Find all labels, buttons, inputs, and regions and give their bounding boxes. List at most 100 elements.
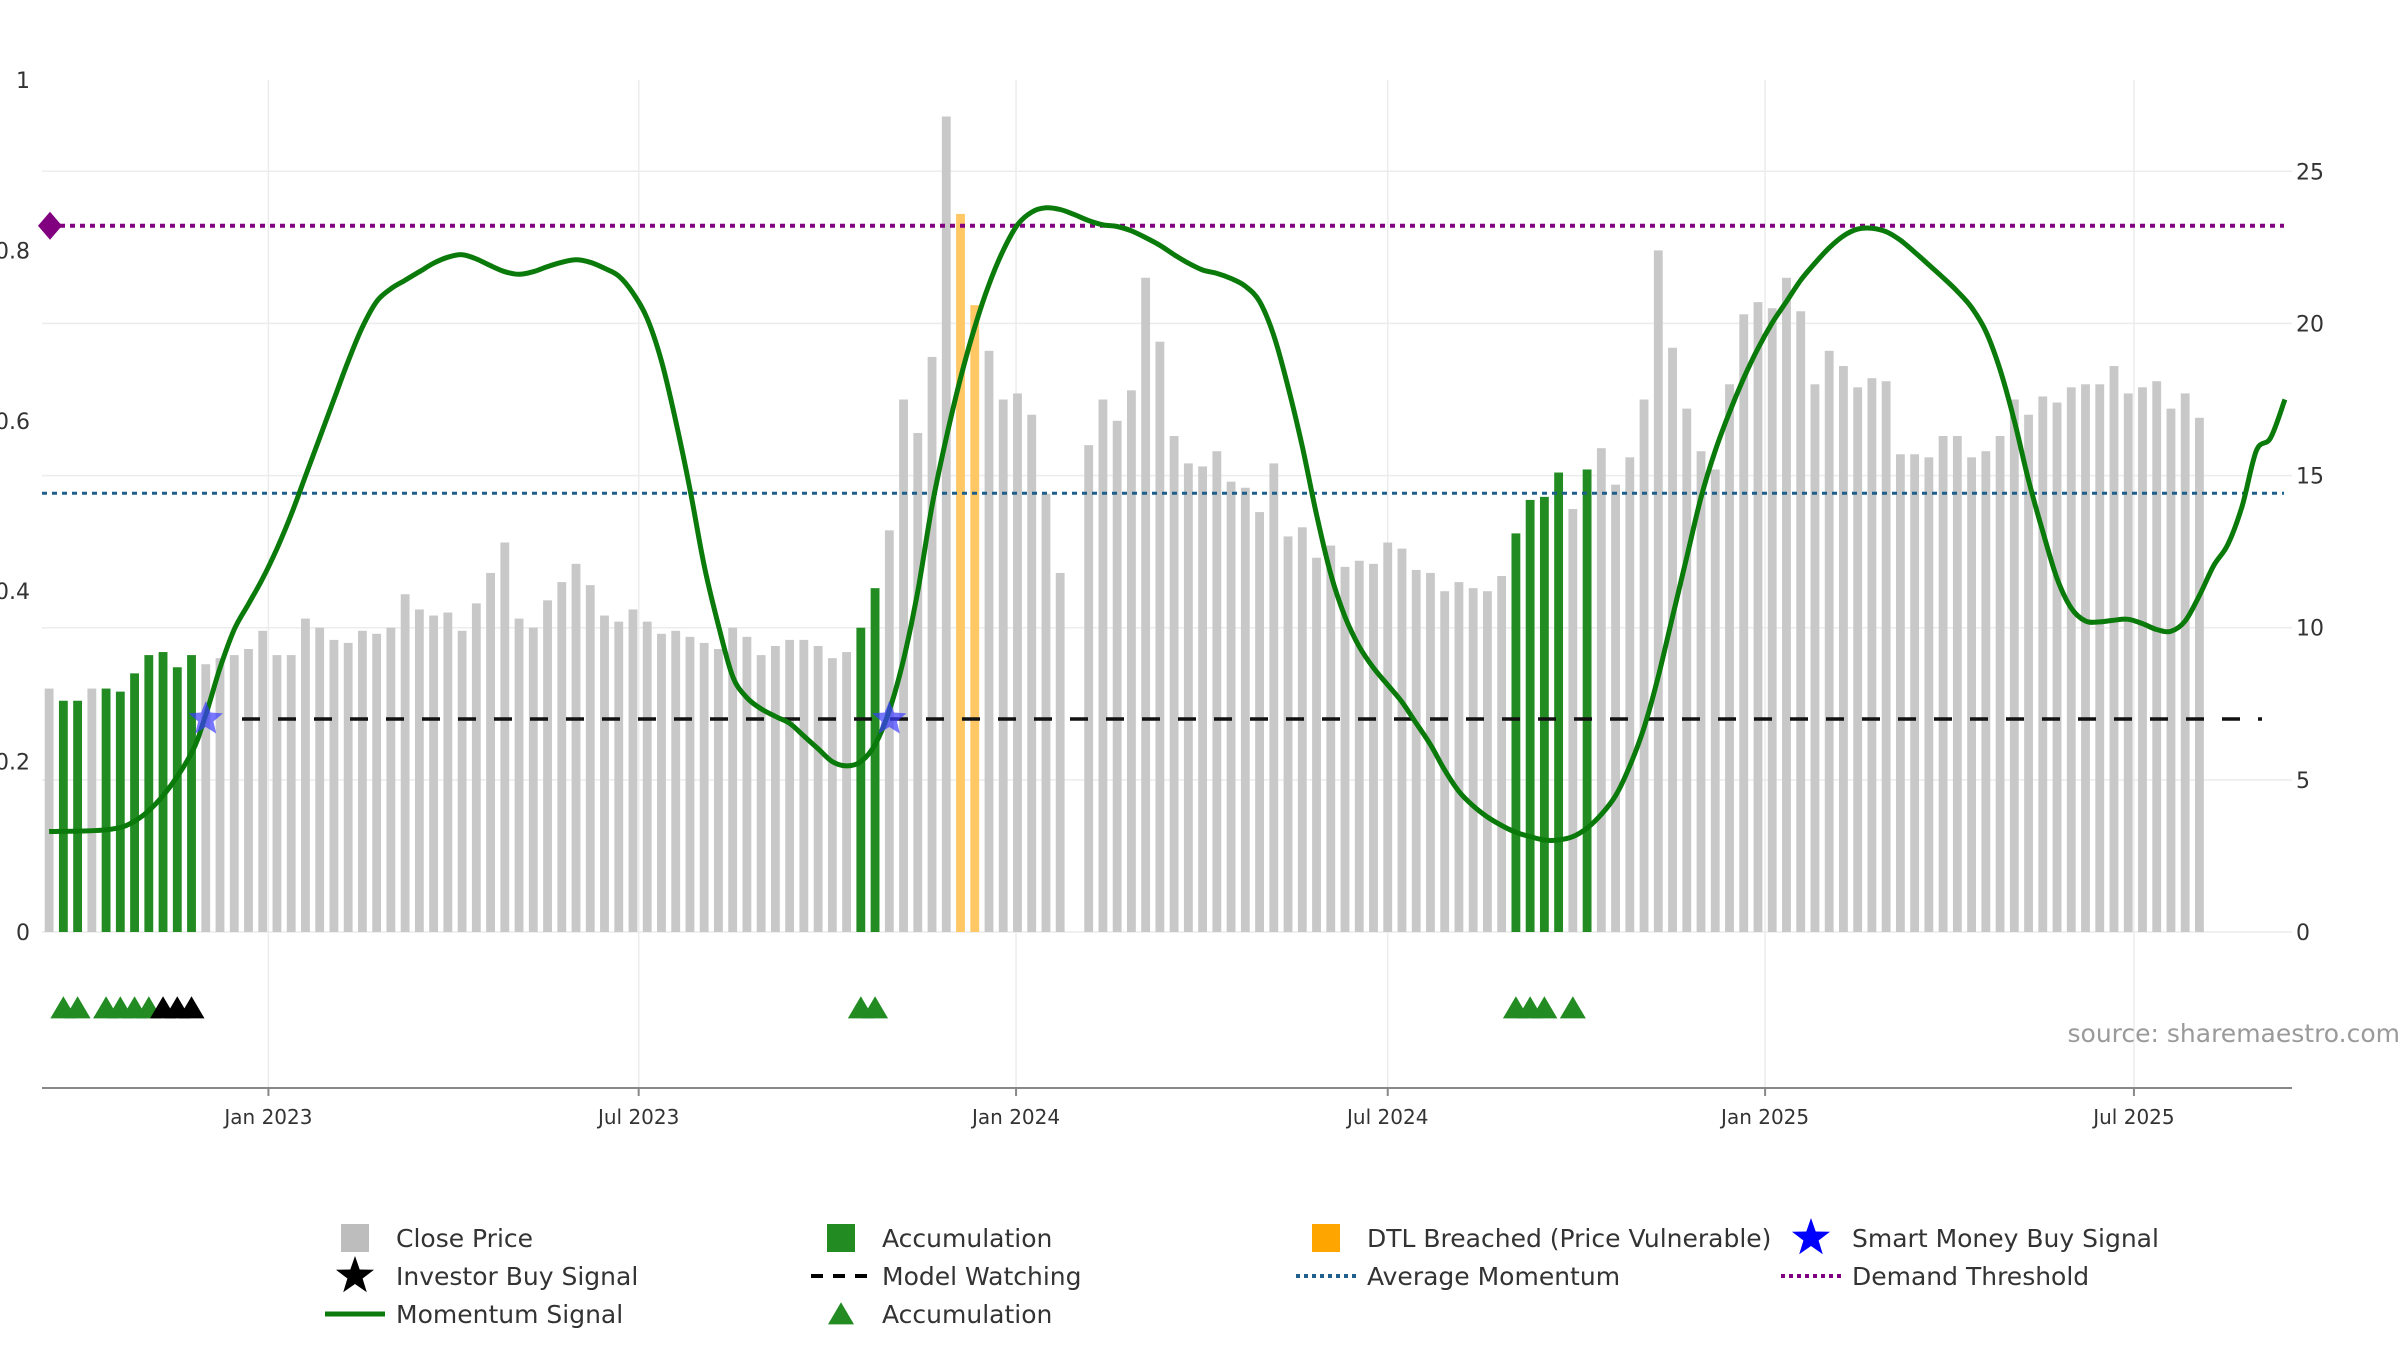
close-price-bar — [1967, 457, 1977, 932]
close-price-bar — [756, 655, 766, 932]
close-price-bar — [272, 655, 282, 932]
close-price-bar — [414, 609, 424, 932]
legend-swatch — [341, 1224, 369, 1252]
close-price-bar — [2009, 399, 2019, 932]
close-price-bar — [2180, 393, 2190, 932]
close-price-bar — [2038, 396, 2048, 932]
left-axis-tick-label: 0.4 — [0, 580, 30, 605]
close-price-bar — [1952, 436, 1962, 932]
close-price-bar — [1995, 436, 2005, 932]
close-price-bar — [1041, 493, 1051, 932]
close-price-bar — [1625, 457, 1635, 932]
accumulation-bar — [870, 588, 880, 932]
close-price-bar — [1867, 378, 1877, 932]
close-price-bar — [671, 630, 681, 932]
reference-lines — [38, 211, 2284, 721]
signal-markers — [50, 701, 1586, 1019]
close-price-bar — [742, 636, 752, 932]
close-price-bar — [799, 639, 809, 932]
close-price-bar — [1482, 591, 1492, 932]
legend-label: DTL Breached (Price Vulnerable) — [1367, 1224, 1771, 1253]
close-price-bar — [1568, 509, 1578, 932]
close-price-bar — [1312, 557, 1321, 932]
close-price-bar — [1055, 572, 1065, 932]
close-price-bar — [315, 627, 325, 932]
close-price-bar — [1938, 436, 1948, 932]
close-price-bar — [1212, 451, 1222, 932]
close-price-bar — [2138, 387, 2147, 932]
close-price-bar — [884, 530, 894, 932]
dtl-breached-bar — [956, 213, 965, 932]
close-price-bar — [1682, 408, 1692, 933]
close-price-bar — [528, 627, 538, 932]
close-price-bar — [1839, 366, 1848, 932]
close-price-bar — [941, 116, 951, 932]
close-price-bar — [628, 609, 638, 932]
close-price-bar — [984, 350, 994, 932]
close-price-bar — [429, 615, 439, 932]
legend-label: Investor Buy Signal — [396, 1262, 638, 1291]
close-price-bar — [1027, 414, 1037, 932]
close-price-bar — [1013, 393, 1022, 932]
close-price-bar — [1653, 250, 1663, 932]
close-price-bar — [2166, 408, 2176, 933]
close-price-bar — [201, 664, 211, 932]
close-price-bar — [2066, 387, 2076, 932]
accumulation-bar — [1511, 533, 1521, 932]
close-price-bar — [1354, 560, 1364, 932]
smart-money-buy-signal-star — [188, 701, 223, 734]
close-price-bar — [357, 630, 367, 932]
left-axis-tick-label: 0 — [16, 921, 30, 946]
close-price-bar — [827, 658, 837, 932]
legend-label: Accumulation — [882, 1300, 1052, 1329]
close-price-bar — [1895, 454, 1905, 932]
close-price-bar — [1497, 575, 1507, 932]
close-price-bar — [471, 603, 481, 932]
accumulation-bar — [1554, 472, 1564, 932]
close-price-bar — [842, 652, 852, 932]
close-price-bar — [1440, 591, 1450, 932]
price-bars — [44, 116, 2204, 933]
close-price-bar — [1910, 454, 1920, 932]
close-price-bar — [2052, 402, 2062, 932]
accumulation-triangle — [1559, 996, 1586, 1019]
close-price-bar — [1326, 545, 1336, 932]
accumulation-bar — [187, 655, 196, 932]
close-price-bar — [2123, 393, 2133, 932]
close-price-bar — [714, 649, 723, 932]
demand-threshold-marker — [38, 211, 62, 240]
close-price-bar — [1183, 463, 1193, 932]
close-price-bar — [785, 639, 795, 932]
close-price-bar — [1810, 384, 1820, 932]
legend-triangle-icon — [828, 1302, 854, 1325]
legend-label: Model Watching — [882, 1262, 1082, 1291]
close-price-bar — [1668, 347, 1677, 932]
close-price-bar — [301, 618, 310, 932]
right-axis-tick-label: 10 — [2296, 617, 2324, 642]
source-credit: source: sharemaestro.com — [2068, 1019, 2400, 1048]
close-price-bar — [443, 612, 453, 932]
close-price-bar — [1084, 445, 1094, 932]
x-axis-tick-label: Jul 2025 — [2091, 1105, 2174, 1129]
close-price-bar — [500, 542, 510, 932]
close-price-bar — [1169, 436, 1179, 932]
close-price-bar — [2195, 417, 2204, 932]
close-price-bar — [1397, 548, 1407, 932]
accumulation-bar — [115, 691, 125, 932]
accumulation-bar — [1525, 499, 1535, 932]
left-axis-tick-label: 0.2 — [0, 751, 30, 776]
close-price-bar — [1696, 451, 1706, 932]
legend-label: Average Momentum — [1367, 1262, 1620, 1291]
close-price-bar — [1725, 384, 1734, 932]
close-price-bar — [770, 645, 780, 932]
close-price-bar — [229, 655, 239, 932]
accumulation-triangle — [862, 996, 889, 1019]
close-price-bar — [600, 615, 609, 932]
left-axis-tick-label: 0.8 — [0, 239, 30, 264]
x-axis-tick-label: Jan 2023 — [222, 1105, 312, 1129]
close-price-bar — [1297, 527, 1307, 932]
close-price-bar — [1853, 387, 1863, 932]
legend-swatch — [827, 1224, 855, 1252]
close-price-bar — [1340, 566, 1350, 932]
close-price-bar — [1468, 588, 1478, 932]
